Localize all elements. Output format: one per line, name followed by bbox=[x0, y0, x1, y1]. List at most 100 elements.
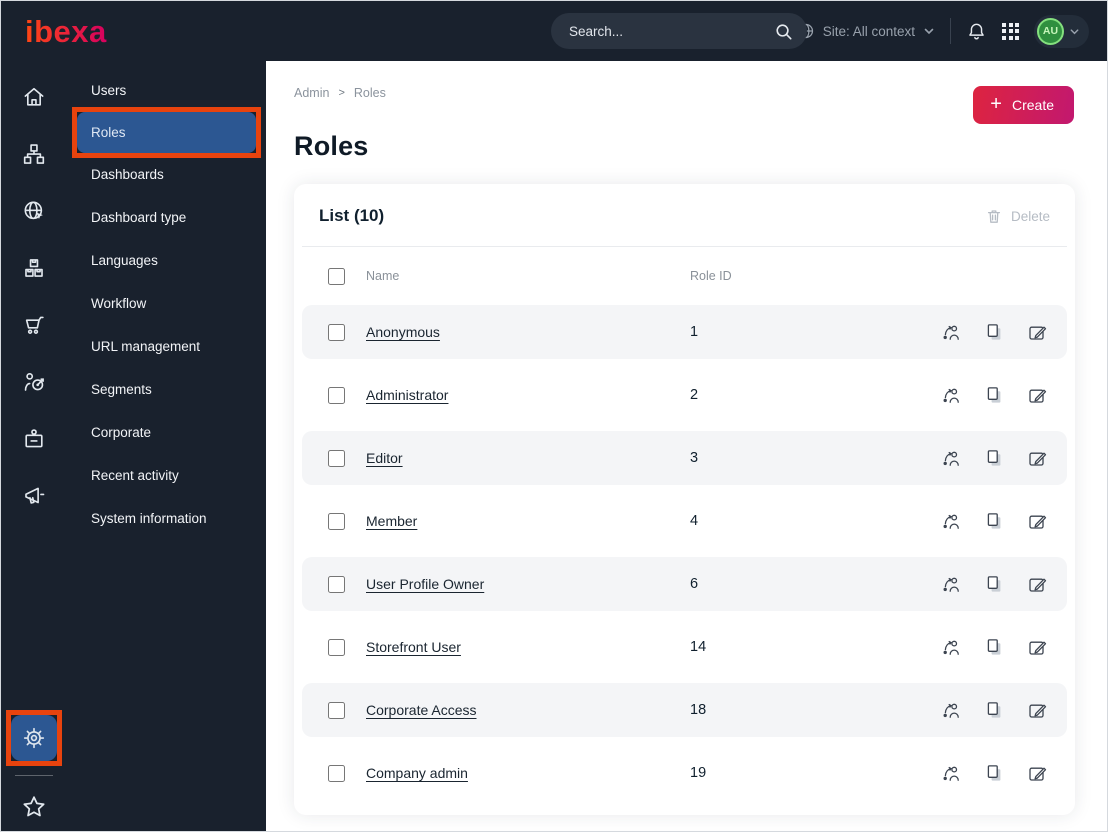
sidebar-item-roles[interactable]: Roles bbox=[72, 107, 261, 158]
notifications-bell-icon[interactable] bbox=[966, 21, 987, 42]
assign-to-users-button[interactable] bbox=[941, 763, 961, 783]
edit-button[interactable] bbox=[1027, 763, 1047, 783]
edit-button[interactable] bbox=[1027, 637, 1047, 657]
assign-to-users-button[interactable] bbox=[941, 511, 961, 531]
row-checkbox[interactable] bbox=[328, 512, 345, 530]
table-header-row: Name Role ID bbox=[302, 247, 1067, 305]
copy-button[interactable] bbox=[984, 574, 1004, 594]
copy-button[interactable] bbox=[984, 322, 1004, 342]
sidebar-menu: Users Roles Dashboards Dashboard type La… bbox=[67, 61, 266, 831]
roles-list-card: List (10) Delete Name Role ID bbox=[294, 184, 1075, 815]
plus-icon: + bbox=[990, 93, 1002, 115]
table-row: Corporate Access 18 bbox=[302, 683, 1067, 737]
role-name-link[interactable]: Company admin bbox=[366, 765, 468, 781]
copy-button[interactable] bbox=[984, 448, 1004, 468]
chevron-down-icon bbox=[924, 28, 934, 35]
role-name-link[interactable]: User Profile Owner bbox=[366, 576, 485, 592]
sidebar-item-label: Dashboard type bbox=[91, 210, 187, 225]
search-icon[interactable] bbox=[774, 22, 793, 41]
customers-badge-icon[interactable] bbox=[10, 410, 58, 467]
card-divider bbox=[302, 246, 1067, 247]
role-name-link[interactable]: Corporate Access bbox=[366, 702, 477, 718]
sidebar-item-workflow[interactable]: Workflow bbox=[67, 282, 266, 325]
row-checkbox[interactable] bbox=[328, 764, 345, 782]
row-checkbox[interactable] bbox=[328, 638, 345, 656]
create-button-label: Create bbox=[1011, 97, 1054, 113]
role-name-link[interactable]: Anonymous bbox=[366, 324, 440, 340]
search-input[interactable] bbox=[569, 23, 774, 39]
role-id-value: 6 bbox=[690, 576, 699, 592]
row-checkbox[interactable] bbox=[328, 323, 345, 341]
edit-button[interactable] bbox=[1027, 574, 1047, 594]
table-row: User Profile Owner 6 bbox=[302, 557, 1067, 611]
sidebar-item-recent-activity[interactable]: Recent activity bbox=[67, 454, 266, 497]
column-header-role-id: Role ID bbox=[690, 269, 732, 283]
edit-button[interactable] bbox=[1027, 511, 1047, 531]
row-checkbox[interactable] bbox=[328, 575, 345, 593]
copy-button[interactable] bbox=[984, 700, 1004, 720]
assign-to-users-button[interactable] bbox=[941, 322, 961, 342]
copy-button[interactable] bbox=[984, 637, 1004, 657]
rail-divider bbox=[15, 775, 53, 776]
select-all-checkbox[interactable] bbox=[328, 267, 345, 285]
sidebar-item-users[interactable]: Users bbox=[67, 69, 266, 112]
marketing-megaphone-icon[interactable] bbox=[10, 467, 58, 524]
sidebar-item-dashboards[interactable]: Dashboards bbox=[67, 153, 266, 196]
app-switcher-grid-icon[interactable] bbox=[1002, 22, 1019, 40]
row-checkbox[interactable] bbox=[328, 386, 345, 404]
sidebar-item-segments[interactable]: Segments bbox=[67, 368, 266, 411]
role-id-value: 4 bbox=[690, 513, 699, 529]
assign-to-users-button[interactable] bbox=[941, 637, 961, 657]
delete-button[interactable]: Delete bbox=[986, 208, 1050, 225]
row-checkbox[interactable] bbox=[328, 449, 345, 467]
page-title: Roles bbox=[294, 131, 369, 161]
user-menu[interactable]: AU bbox=[1034, 14, 1089, 48]
sidebar-item-corporate[interactable]: Corporate bbox=[67, 411, 266, 454]
assign-to-users-button[interactable] bbox=[941, 385, 961, 405]
sidebar-item-label: URL management bbox=[91, 339, 201, 354]
role-id-value: 3 bbox=[690, 450, 699, 466]
table-row: Company admin 19 bbox=[302, 746, 1067, 800]
create-button[interactable]: + Create bbox=[973, 86, 1074, 124]
home-icon[interactable] bbox=[10, 68, 58, 125]
role-name-link[interactable]: Member bbox=[366, 513, 418, 529]
table-row: Member 4 bbox=[302, 494, 1067, 548]
global-search[interactable] bbox=[551, 13, 807, 49]
sidebar-item-system-information[interactable]: System information bbox=[67, 497, 266, 540]
breadcrumb-admin[interactable]: Admin bbox=[294, 86, 330, 100]
sidebar-item-label: Languages bbox=[91, 253, 158, 268]
avatar[interactable]: AU bbox=[1037, 17, 1064, 45]
product-catalog-icon[interactable] bbox=[10, 239, 58, 296]
sidebar-item-dashboard-type[interactable]: Dashboard type bbox=[67, 196, 266, 239]
assign-to-users-button[interactable] bbox=[941, 574, 961, 594]
role-name-link[interactable]: Editor bbox=[366, 450, 403, 466]
copy-button[interactable] bbox=[984, 763, 1004, 783]
edit-button[interactable] bbox=[1027, 448, 1047, 468]
sidebar-item-label: Segments bbox=[91, 382, 152, 397]
edit-button[interactable] bbox=[1027, 700, 1047, 720]
site-management-icon[interactable] bbox=[10, 182, 58, 239]
copy-button[interactable] bbox=[984, 511, 1004, 531]
edit-button[interactable] bbox=[1027, 385, 1047, 405]
breadcrumb-separator: > bbox=[338, 87, 345, 99]
content-structure-icon[interactable] bbox=[10, 125, 58, 182]
site-context-label: Site: All context bbox=[822, 23, 915, 39]
edit-button[interactable] bbox=[1027, 322, 1047, 342]
assign-to-users-button[interactable] bbox=[941, 448, 961, 468]
personalization-target-icon[interactable] bbox=[10, 353, 58, 410]
site-context-selector[interactable]: Site: All context bbox=[797, 22, 935, 40]
commerce-cart-icon[interactable] bbox=[10, 296, 58, 353]
sidebar-item-languages[interactable]: Languages bbox=[67, 239, 266, 282]
role-name-link[interactable]: Storefront User bbox=[366, 639, 461, 655]
breadcrumb: Admin > Roles bbox=[294, 86, 1075, 100]
assign-to-users-button[interactable] bbox=[941, 700, 961, 720]
sidebar-item-url-management[interactable]: URL management bbox=[67, 325, 266, 368]
sidebar-item-label: Corporate bbox=[91, 425, 152, 440]
role-id-value: 2 bbox=[690, 387, 699, 403]
list-title: List (10) bbox=[319, 206, 385, 225]
admin-settings-gear-icon[interactable] bbox=[6, 710, 62, 766]
copy-button[interactable] bbox=[984, 385, 1004, 405]
row-checkbox[interactable] bbox=[328, 701, 345, 719]
bookmarks-star-icon[interactable] bbox=[20, 785, 48, 829]
role-name-link[interactable]: Administrator bbox=[366, 387, 449, 403]
